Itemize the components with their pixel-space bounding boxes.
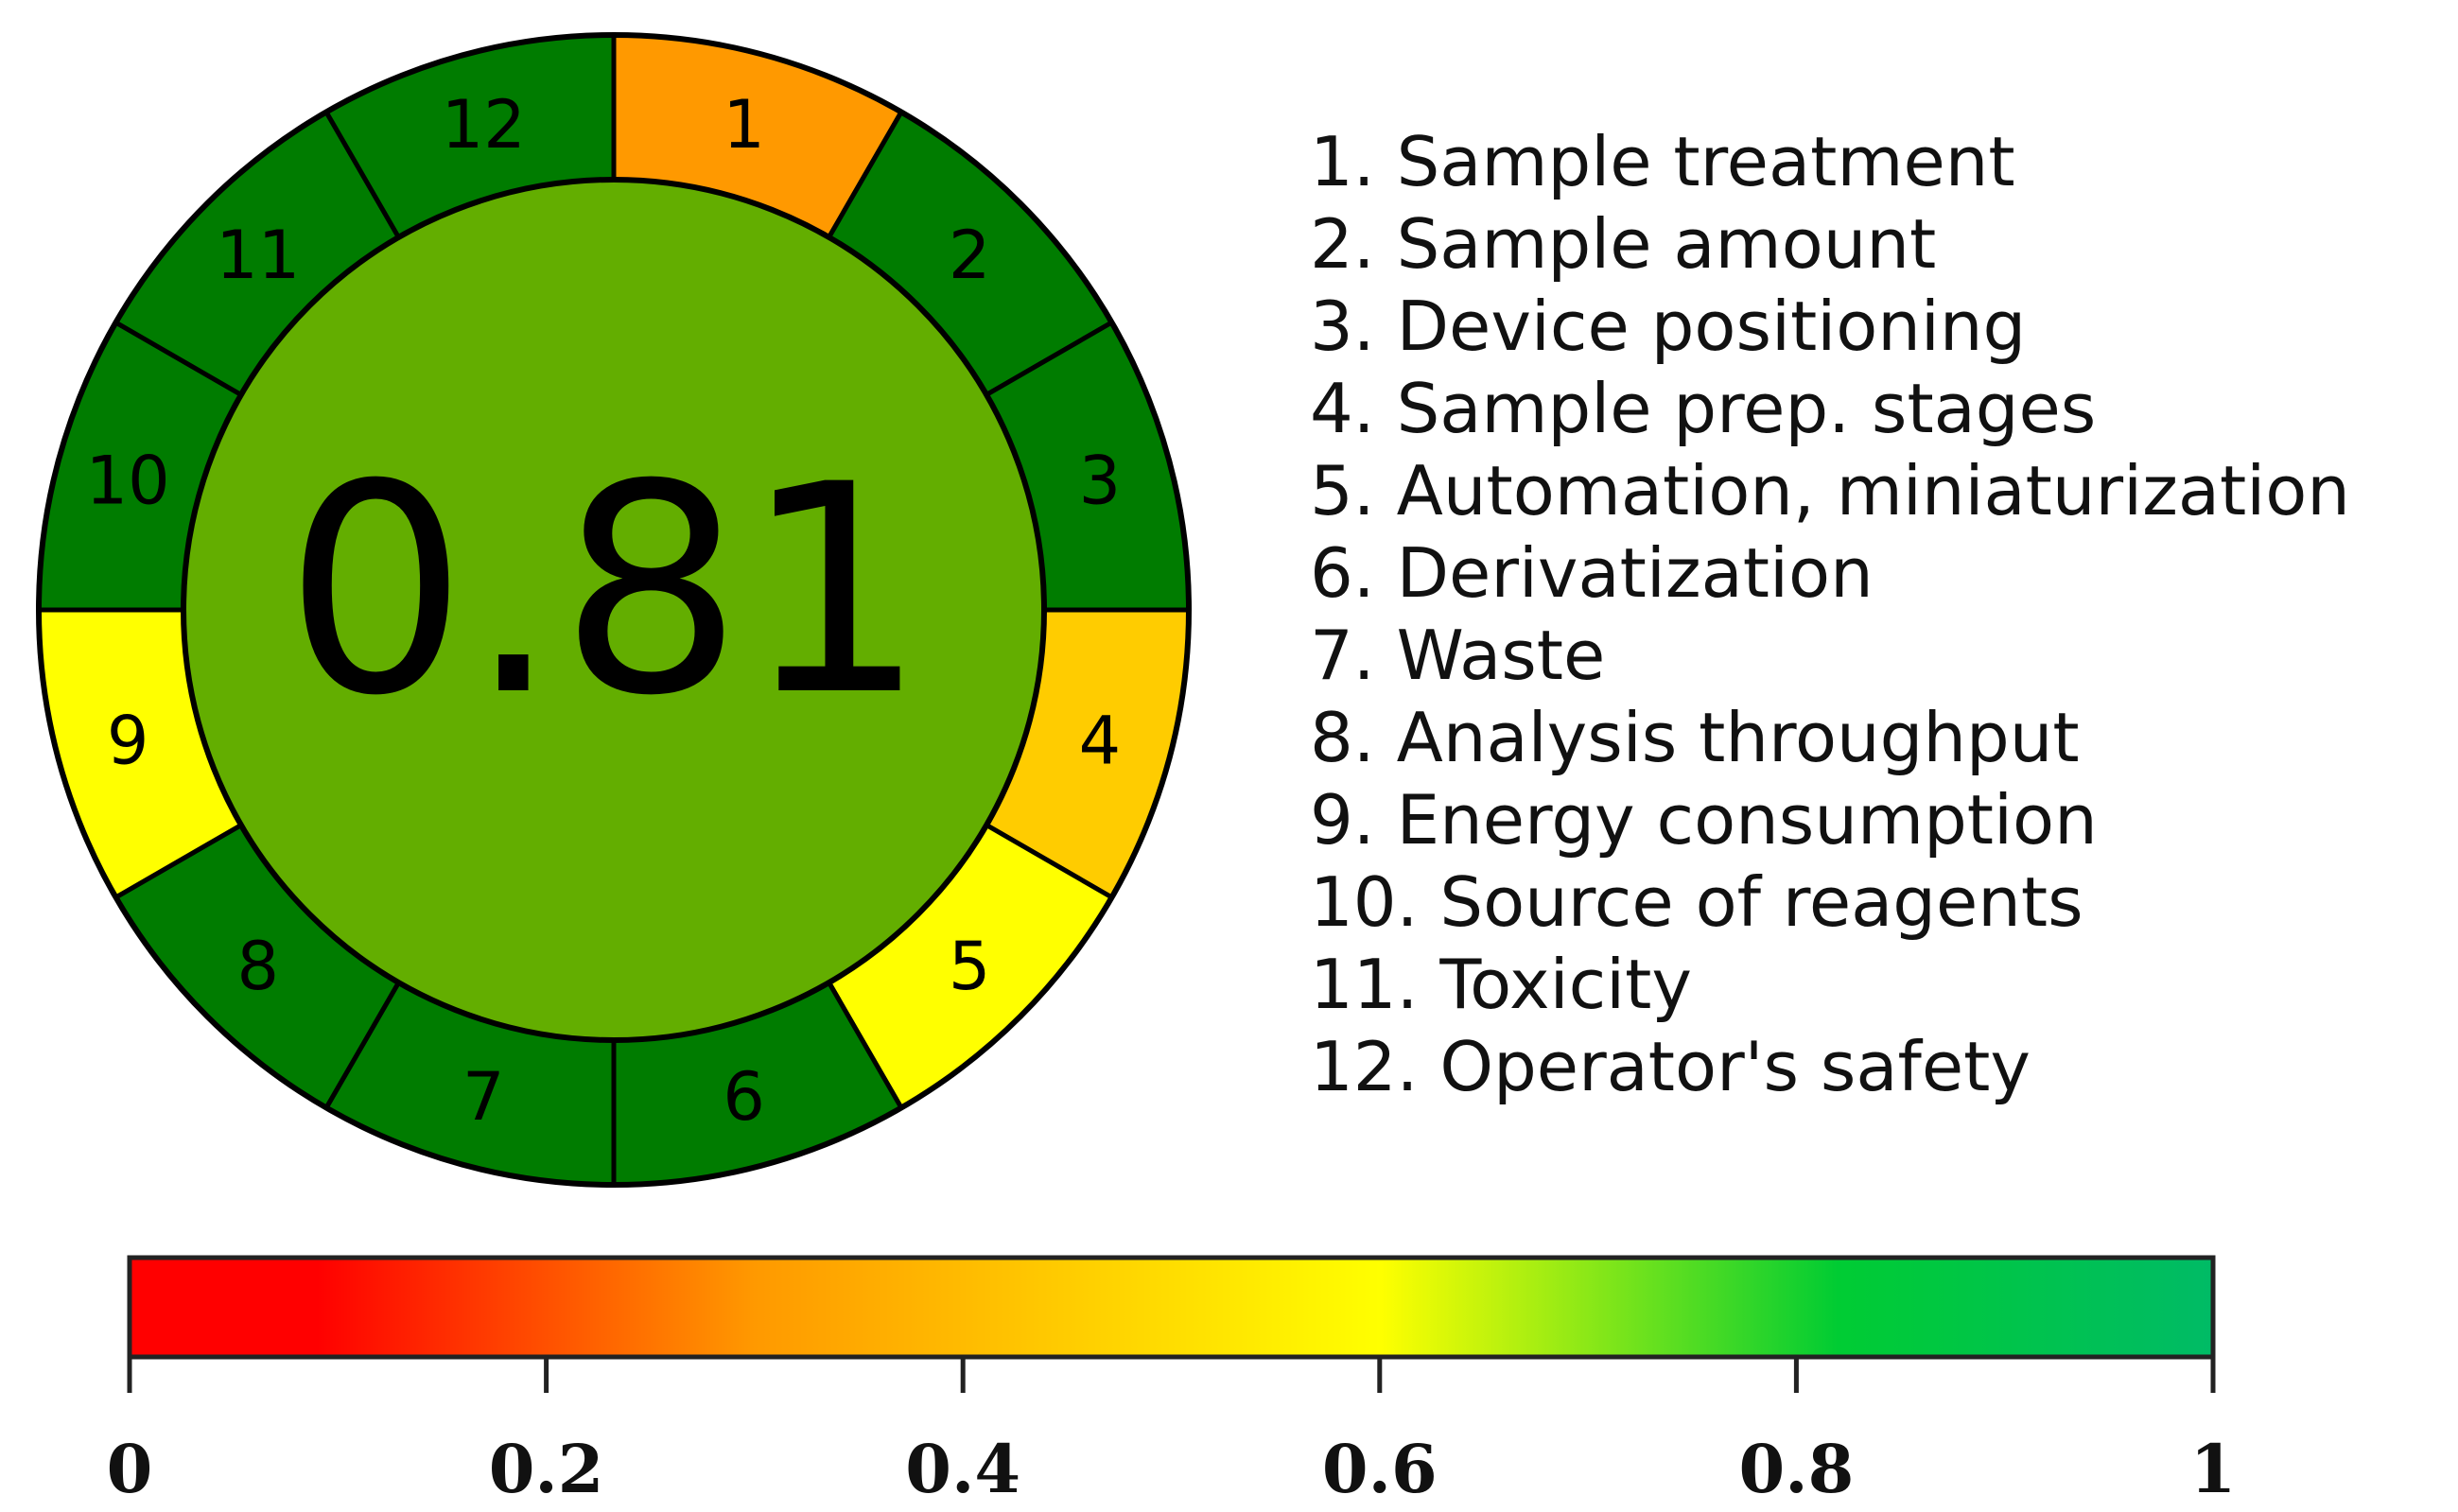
- legend-item: 6. Derivatization: [1310, 533, 1874, 613]
- legend-item: 3. Device positioning: [1310, 287, 2027, 366]
- criteria-legend: 1. Sample treatment 2. Sample amount 3. …: [1310, 121, 2350, 1108]
- legend-item: 12. Operator's safety: [1310, 1027, 2031, 1106]
- segment-label-12: 12: [442, 86, 526, 164]
- scale-tick-label: 0.2: [489, 1430, 604, 1508]
- legend-item: 10. Source of reagents: [1310, 862, 2083, 942]
- overall-score-disc: [181, 177, 1047, 1043]
- legend-item: 9. Energy consumption: [1310, 780, 2098, 860]
- color-scale-ticks: 0 0.2 0.4 0.6 0.8 1: [107, 1357, 2237, 1508]
- legend-item: 5. Automation, miniaturization: [1310, 451, 2350, 530]
- segment-label-9: 9: [107, 703, 149, 780]
- segment-label-2: 2: [949, 217, 991, 294]
- legend-item: 2. Sample amount: [1310, 204, 1937, 284]
- legend-item: 1. Sample treatment: [1310, 122, 2015, 201]
- legend-item: 4. Sample prep. stages: [1310, 369, 2097, 448]
- segment-label-3: 3: [1079, 442, 1122, 519]
- segment-label-6: 6: [723, 1058, 765, 1136]
- segment-label-7: 7: [462, 1058, 505, 1136]
- scale-tick-label: 0.4: [905, 1430, 1020, 1508]
- color-scale-bar: [127, 1255, 2216, 1360]
- segment-label-1: 1: [723, 86, 765, 164]
- segment-label-5: 5: [949, 928, 991, 1005]
- legend-item: 11. Toxicity: [1310, 945, 1693, 1024]
- legend-item: 8. Analysis throughput: [1310, 698, 2080, 777]
- scale-tick-label: 0: [107, 1430, 153, 1508]
- segment-label-8: 8: [237, 928, 280, 1005]
- scale-tick-label: 0.6: [1322, 1430, 1438, 1508]
- scale-tick-label: 0.8: [1739, 1430, 1855, 1508]
- scale-tick-label: 1: [2190, 1430, 2237, 1508]
- segment-label-4: 4: [1079, 703, 1122, 780]
- overall-score-value: 0.81: [284, 423, 926, 758]
- segment-label-10: 10: [86, 442, 170, 519]
- segment-label-11: 11: [216, 217, 300, 294]
- legend-item: 7. Waste: [1310, 616, 1606, 695]
- wheel-outer-border: [36, 32, 1192, 1188]
